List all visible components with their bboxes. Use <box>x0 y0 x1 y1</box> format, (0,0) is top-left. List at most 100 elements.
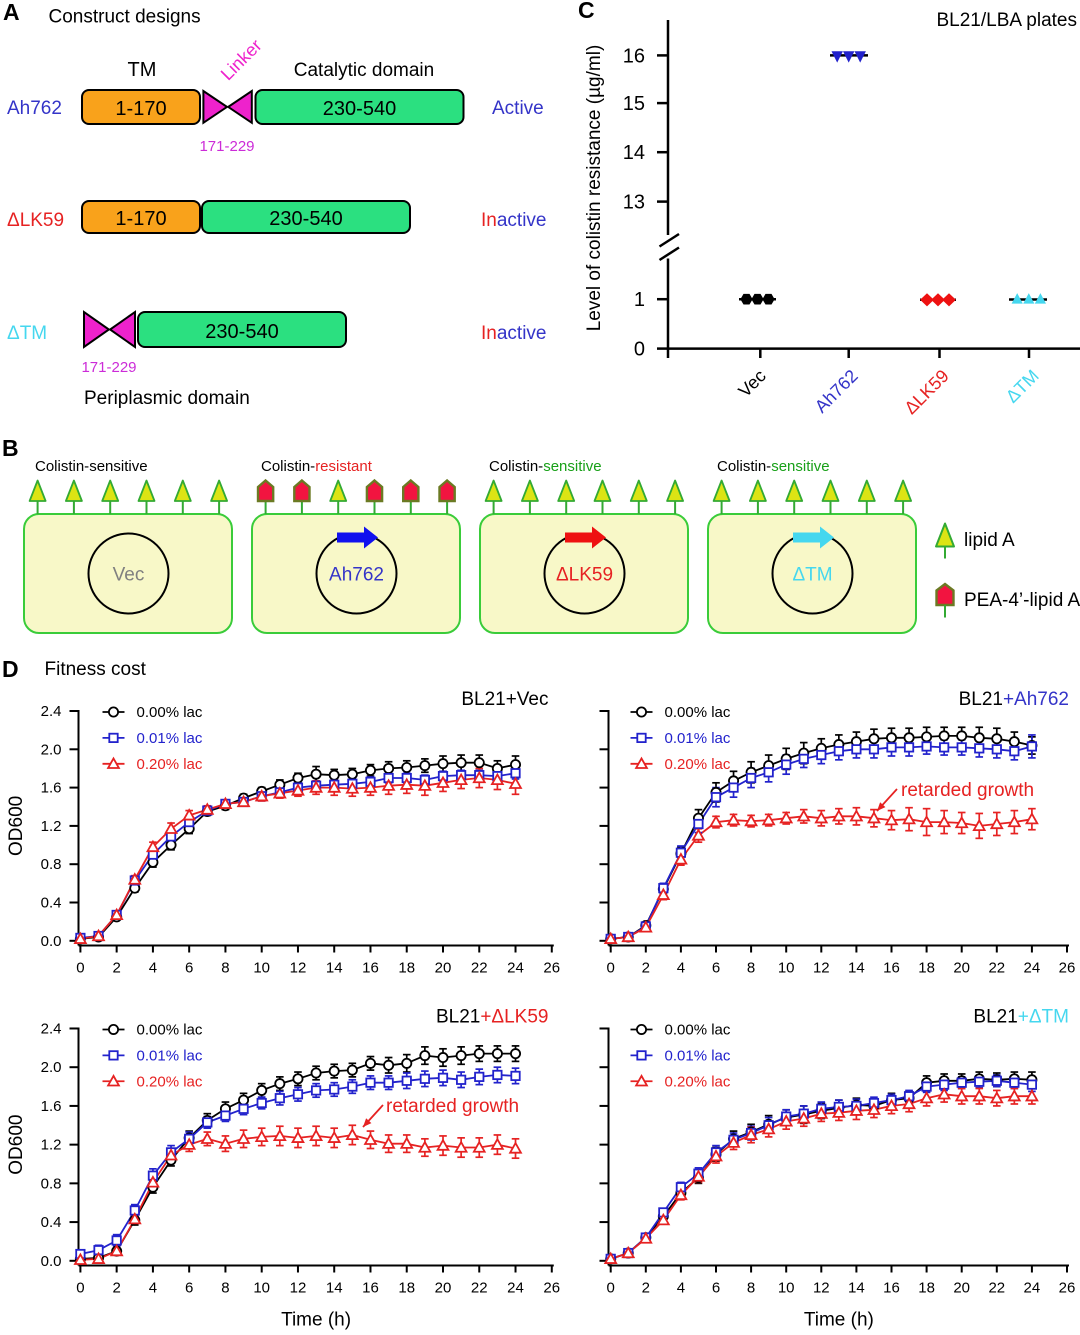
svg-text:16: 16 <box>362 960 379 977</box>
svg-text:8: 8 <box>747 1280 755 1297</box>
svg-text:13: 13 <box>623 192 645 214</box>
svg-text:0.0: 0.0 <box>41 933 62 950</box>
svg-text:D: D <box>2 656 19 682</box>
svg-text:10: 10 <box>253 960 270 977</box>
svg-text:0.00% lac: 0.00% lac <box>137 704 203 721</box>
svg-text:6: 6 <box>712 1280 720 1297</box>
svg-text:Colistin-sensitive: Colistin-sensitive <box>489 458 602 475</box>
svg-text:230-540: 230-540 <box>205 321 278 343</box>
svg-text:4: 4 <box>677 1280 685 1297</box>
svg-text:10: 10 <box>253 1280 270 1297</box>
svg-text:0.01% lac: 0.01% lac <box>665 730 731 747</box>
svg-text:4: 4 <box>149 1280 157 1297</box>
svg-text:2.0: 2.0 <box>41 741 62 758</box>
svg-text:6: 6 <box>185 960 193 977</box>
svg-text:1.2: 1.2 <box>41 1137 62 1154</box>
svg-text:0.8: 0.8 <box>41 1175 62 1192</box>
svg-text:20: 20 <box>435 1280 452 1297</box>
svg-text:1-170: 1-170 <box>115 208 166 230</box>
svg-text:Fitness cost: Fitness cost <box>45 659 147 680</box>
svg-text:18: 18 <box>918 1280 935 1297</box>
svg-text:PEA-4’-lipid A: PEA-4’-lipid A <box>964 590 1080 611</box>
svg-text:2: 2 <box>642 960 650 977</box>
svg-text:26: 26 <box>1059 1280 1076 1297</box>
svg-text:0.20% lac: 0.20% lac <box>665 756 731 773</box>
svg-text:14: 14 <box>326 1280 343 1297</box>
svg-text:0.4: 0.4 <box>41 1214 62 1231</box>
svg-text:1.6: 1.6 <box>41 780 62 797</box>
svg-text:16: 16 <box>883 960 900 977</box>
svg-text:0.01% lac: 0.01% lac <box>137 1047 203 1064</box>
svg-text:4: 4 <box>149 960 157 977</box>
svg-text:18: 18 <box>918 960 935 977</box>
svg-text:Inactive: Inactive <box>481 210 547 231</box>
svg-text:2: 2 <box>642 1280 650 1297</box>
svg-text:0.00% lac: 0.00% lac <box>665 1021 731 1038</box>
svg-text:24: 24 <box>1024 960 1041 977</box>
svg-text:16: 16 <box>623 45 645 67</box>
svg-text:22: 22 <box>988 960 1005 977</box>
svg-text:14: 14 <box>623 142 645 164</box>
svg-text:2: 2 <box>112 960 120 977</box>
svg-text:Periplasmic domain: Periplasmic domain <box>84 388 250 409</box>
svg-text:1.6: 1.6 <box>41 1098 62 1115</box>
svg-text:0: 0 <box>634 339 645 361</box>
svg-text:18: 18 <box>398 1280 415 1297</box>
svg-text:0: 0 <box>607 1280 615 1297</box>
svg-text:12: 12 <box>290 960 307 977</box>
svg-text:BL21+ΔTM: BL21+ΔTM <box>973 1006 1069 1027</box>
svg-text:ΔLK59: ΔLK59 <box>7 210 64 231</box>
svg-text:0.20% lac: 0.20% lac <box>137 1073 203 1090</box>
svg-text:230-540: 230-540 <box>269 208 342 230</box>
svg-text:14: 14 <box>326 960 343 977</box>
svg-text:8: 8 <box>221 1280 229 1297</box>
svg-text:Colistin-resistant: Colistin-resistant <box>261 458 373 475</box>
svg-text:22: 22 <box>988 1280 1005 1297</box>
svg-text:1-170: 1-170 <box>115 98 166 120</box>
svg-text:1: 1 <box>634 289 645 311</box>
svg-text:0: 0 <box>76 960 84 977</box>
svg-text:171-229: 171-229 <box>199 138 254 155</box>
svg-text:8: 8 <box>221 960 229 977</box>
svg-text:12: 12 <box>290 1280 307 1297</box>
svg-text:0.20% lac: 0.20% lac <box>137 756 203 773</box>
svg-text:Construct designs: Construct designs <box>49 7 201 28</box>
svg-text:10: 10 <box>778 1280 795 1297</box>
svg-text:0.01% lac: 0.01% lac <box>137 730 203 747</box>
svg-text:16: 16 <box>362 1280 379 1297</box>
svg-text:Colistin-sensitive: Colistin-sensitive <box>717 458 830 475</box>
svg-text:Inactive: Inactive <box>481 323 547 344</box>
svg-text:24: 24 <box>507 1280 524 1297</box>
svg-text:16: 16 <box>883 1280 900 1297</box>
svg-text:TM: TM <box>128 59 157 81</box>
svg-text:Colistin-sensitive: Colistin-sensitive <box>35 458 148 475</box>
svg-text:0.20% lac: 0.20% lac <box>665 1073 731 1090</box>
svg-text:4: 4 <box>677 960 685 977</box>
svg-text:Ah762: Ah762 <box>7 98 62 119</box>
svg-text:retarded growth: retarded growth <box>901 780 1034 801</box>
svg-text:Time (h): Time (h) <box>281 1310 351 1331</box>
svg-text:B: B <box>2 435 19 461</box>
svg-text:0.00% lac: 0.00% lac <box>137 1021 203 1038</box>
svg-text:0.8: 0.8 <box>41 856 62 873</box>
svg-text:Active: Active <box>492 98 544 119</box>
svg-text:0.4: 0.4 <box>41 895 62 912</box>
svg-text:14: 14 <box>848 960 865 977</box>
svg-text:12: 12 <box>813 1280 830 1297</box>
svg-text:0: 0 <box>607 960 615 977</box>
svg-text:6: 6 <box>712 960 720 977</box>
svg-text:BL21+Ah762: BL21+Ah762 <box>959 689 1069 710</box>
svg-text:0.01% lac: 0.01% lac <box>665 1047 731 1064</box>
svg-text:171-229: 171-229 <box>81 359 136 376</box>
svg-text:2.4: 2.4 <box>41 703 62 720</box>
svg-text:0.0: 0.0 <box>41 1253 62 1270</box>
svg-text:15: 15 <box>623 93 645 115</box>
svg-text:OD600: OD600 <box>6 796 27 856</box>
svg-text:24: 24 <box>1024 1280 1041 1297</box>
svg-text:0: 0 <box>76 1280 84 1297</box>
svg-text:BL21+ΔLK59: BL21+ΔLK59 <box>436 1006 549 1027</box>
svg-text:1.2: 1.2 <box>41 818 62 835</box>
svg-text:22: 22 <box>471 960 488 977</box>
svg-text:Time (h): Time (h) <box>804 1310 874 1331</box>
svg-text:6: 6 <box>185 1280 193 1297</box>
